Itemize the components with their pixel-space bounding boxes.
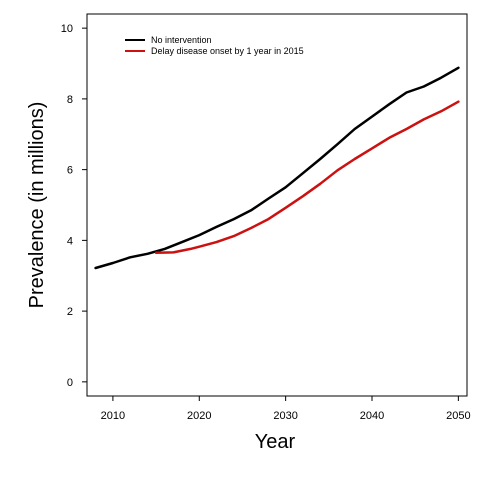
x-axis: 2010 2020 2030 2040 2050 <box>101 396 471 422</box>
y-tick-label-8: 8 <box>67 94 73 106</box>
plot-frame <box>86 13 468 397</box>
y-axis-title: Prevalence (in millions) <box>26 102 48 309</box>
series-line-no-intervention <box>94 66 460 270</box>
x-tick-label-2050: 2050 <box>446 410 470 422</box>
y-axis: 0 2 4 6 8 10 <box>61 23 87 389</box>
series-line-delay-onset <box>154 100 460 255</box>
y-tick-label-0: 0 <box>67 377 73 389</box>
x-tick-label-2030: 2030 <box>273 410 297 422</box>
x-tick-label-2020: 2020 <box>187 410 211 422</box>
y-tick-label-10: 10 <box>61 23 73 35</box>
legend-label-no-intervention: No intervention <box>151 35 212 45</box>
legend: No intervention Delay disease onset by 1… <box>125 35 304 56</box>
y-tick-label-6: 6 <box>67 165 73 177</box>
x-tick-label-2040: 2040 <box>360 410 384 422</box>
legend-label-delay-onset: Delay disease onset by 1 year in 2015 <box>151 46 304 56</box>
y-tick-label-2: 2 <box>67 306 73 318</box>
x-tick-label-2010: 2010 <box>101 410 125 422</box>
y-tick-label-4: 4 <box>67 235 73 247</box>
series-lines <box>94 66 460 270</box>
x-axis-title: Year <box>255 431 296 453</box>
